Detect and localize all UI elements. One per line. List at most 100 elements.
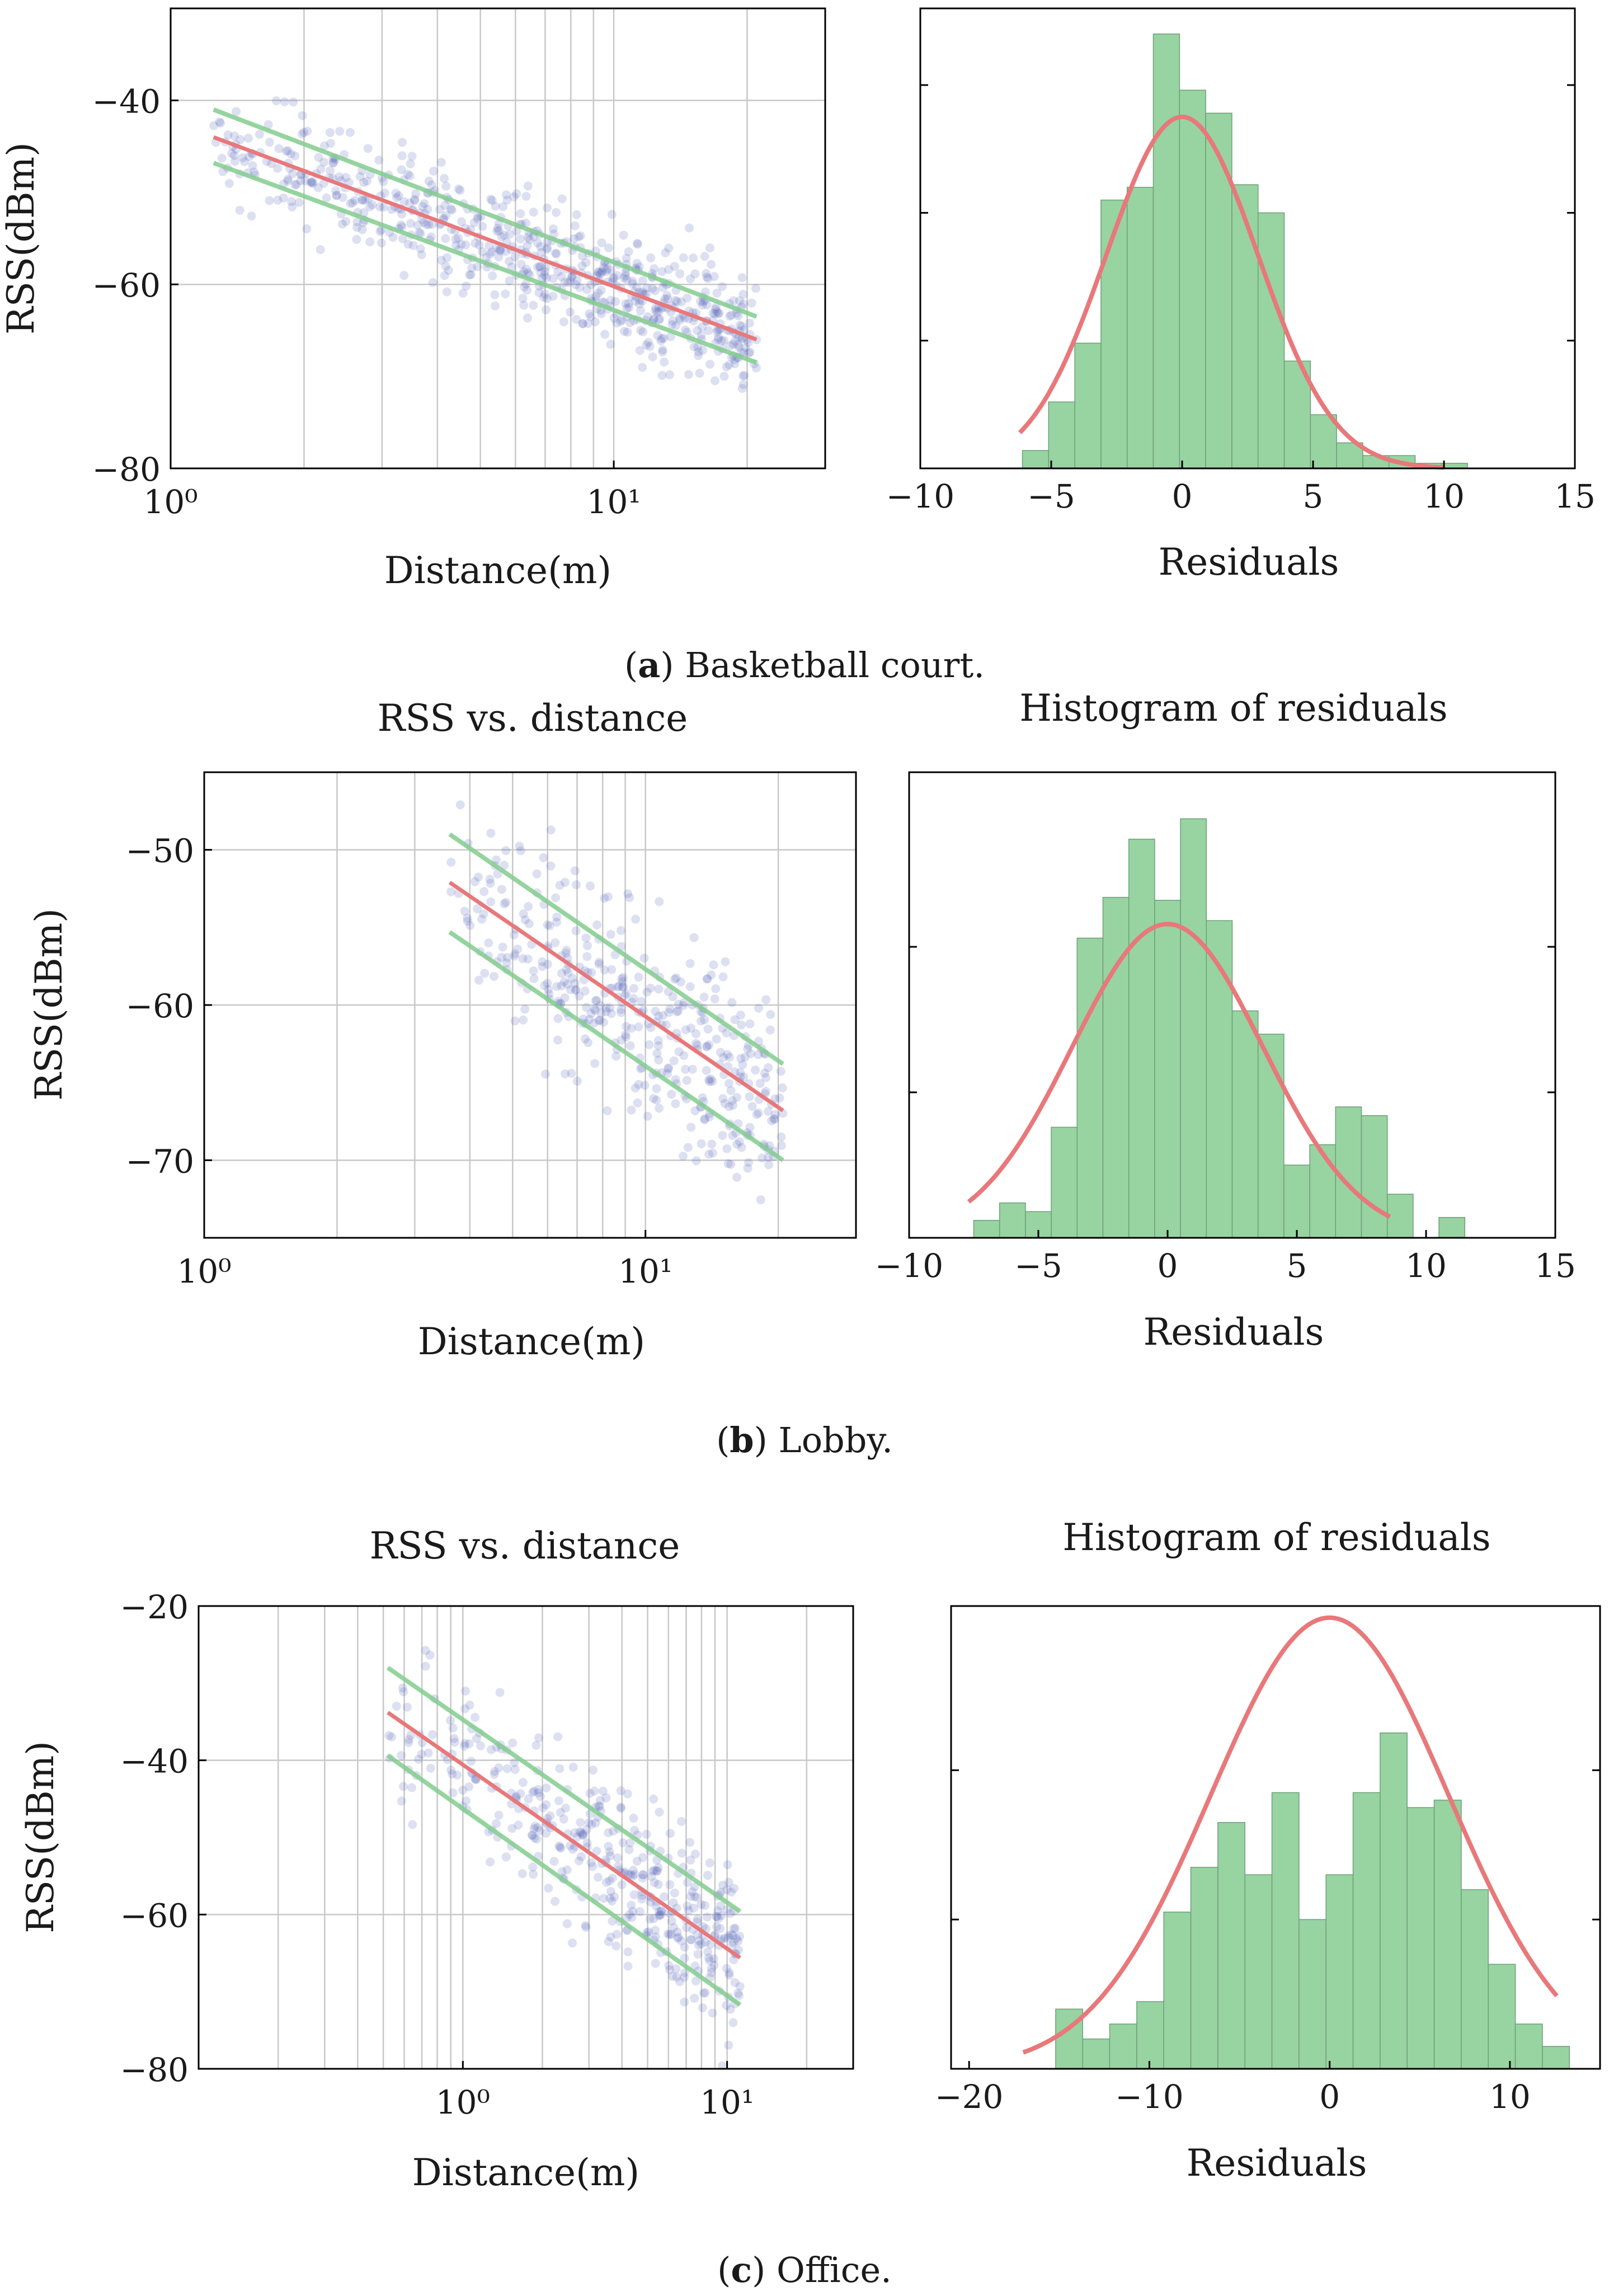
data-point: [520, 1004, 530, 1014]
data-point: [775, 1093, 784, 1103]
data-point: [552, 912, 562, 922]
data-point: [497, 232, 506, 242]
data-point: [676, 297, 686, 307]
data-point: [455, 186, 465, 195]
data-point: [229, 131, 239, 140]
data-point: [306, 178, 316, 187]
data-point: [653, 1036, 663, 1045]
data-point: [693, 1930, 702, 1940]
data-point: [365, 237, 375, 247]
data-point: [734, 1990, 744, 2000]
data-point: [518, 954, 528, 964]
data-point: [236, 135, 245, 144]
histogram-bar: [1136, 2001, 1164, 2069]
data-point: [341, 217, 351, 226]
data-point: [693, 1914, 702, 1924]
x-tick-label: 15: [1535, 1247, 1576, 1285]
data-point: [577, 1830, 587, 1840]
data-point: [688, 1887, 697, 1896]
data-point: [674, 1932, 683, 1942]
data-point: [566, 1841, 575, 1851]
data-point: [712, 1034, 721, 1044]
data-point: [572, 210, 581, 219]
data-point: [740, 370, 749, 380]
data-point: [398, 234, 407, 243]
data-point: [648, 1093, 658, 1103]
data-point: [733, 1936, 743, 1946]
data-point: [702, 269, 711, 278]
data-point: [735, 1137, 744, 1147]
data-point: [607, 965, 617, 974]
data-point: [425, 1650, 435, 1660]
data-point: [727, 1887, 736, 1897]
data-point: [248, 161, 257, 170]
data-point: [733, 311, 743, 321]
data-point: [473, 212, 483, 221]
data-point: [446, 857, 456, 867]
data-point: [616, 1786, 625, 1795]
data-point: [636, 306, 645, 316]
data-point: [747, 298, 756, 308]
data-point: [486, 250, 495, 259]
data-point: [477, 914, 487, 924]
data-point: [625, 893, 634, 903]
data-point: [696, 297, 705, 307]
data-point: [299, 128, 309, 137]
data-point: [745, 1123, 755, 1132]
data-point: [507, 1824, 517, 1833]
data-point: [509, 192, 519, 201]
data-point: [695, 368, 704, 378]
data-point: [352, 234, 361, 244]
data-point: [643, 312, 652, 321]
data-point: [585, 1788, 595, 1798]
data-point: [533, 238, 543, 248]
data-point: [424, 1748, 433, 1758]
data-point: [612, 1929, 622, 1939]
data-point: [458, 289, 468, 298]
data-point: [332, 191, 341, 200]
y-tick-label: −60: [126, 987, 194, 1025]
data-point: [724, 1078, 733, 1088]
data-point: [571, 985, 580, 995]
data-point: [645, 342, 655, 351]
data-point: [709, 960, 718, 970]
fit-line: [448, 881, 784, 1112]
plot-frame: [197, 1605, 854, 2070]
data-point: [651, 306, 660, 316]
data-point: [735, 321, 745, 330]
data-point: [672, 1007, 681, 1017]
data-point: [223, 130, 233, 140]
data-point: [658, 283, 667, 292]
data-point: [602, 265, 611, 274]
data-point: [596, 1008, 606, 1018]
data-point: [655, 897, 664, 907]
data-point: [657, 267, 667, 276]
data-point: [501, 247, 510, 256]
data-point: [613, 982, 623, 992]
data-point: [619, 273, 629, 283]
data-point: [232, 107, 241, 116]
data-point: [653, 1011, 663, 1021]
histogram-bar: [1190, 1867, 1218, 2069]
data-point: [691, 1039, 700, 1048]
data-point: [463, 913, 472, 923]
data-point: [722, 362, 731, 372]
data-point: [618, 1838, 628, 1848]
data-point: [522, 264, 531, 274]
plot-frame: [919, 7, 1576, 469]
data-point: [392, 193, 402, 203]
data-point: [493, 223, 502, 233]
data-point: [730, 336, 740, 346]
data-point: [553, 1732, 563, 1741]
data-point: [660, 1892, 669, 1901]
data-point: [698, 345, 708, 355]
data-point: [335, 172, 344, 182]
data-point: [704, 1112, 714, 1121]
data-point: [712, 1922, 722, 1932]
data-point: [679, 998, 689, 1007]
data-point: [649, 314, 658, 324]
data-point: [479, 887, 489, 896]
data-point: [322, 193, 331, 203]
data-point: [227, 149, 237, 158]
data-point: [495, 1688, 505, 1697]
